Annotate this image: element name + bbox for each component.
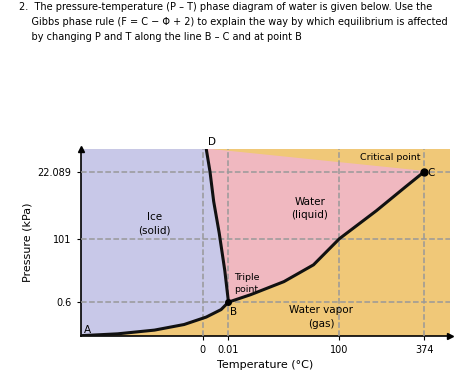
Text: Ice
(solid): Ice (solid) <box>138 212 171 235</box>
Text: 2.  The pressure-temperature (P – T) phase diagram of water is given below. Use : 2. The pressure-temperature (P – T) phas… <box>19 2 432 12</box>
Text: by changing P and T along the line B – C and at point B: by changing P and T along the line B – C… <box>19 32 302 42</box>
Text: Water
(liquid): Water (liquid) <box>292 197 328 220</box>
Text: C: C <box>427 167 434 178</box>
Text: Critical point: Critical point <box>360 153 421 162</box>
Y-axis label: Pressure (kPa): Pressure (kPa) <box>22 203 32 282</box>
Text: Gibbs phase rule (F = C − Φ + 2) to explain the way by which equilibrium is affe: Gibbs phase rule (F = C − Φ + 2) to expl… <box>19 17 447 27</box>
Text: Triple
point: Triple point <box>234 273 259 294</box>
Text: D: D <box>208 137 216 147</box>
Text: Water vapor
(gas): Water vapor (gas) <box>289 305 353 329</box>
Polygon shape <box>206 149 424 302</box>
Polygon shape <box>81 149 228 336</box>
Text: B: B <box>230 307 237 317</box>
Text: A: A <box>84 325 91 335</box>
X-axis label: Temperature (°C): Temperature (°C) <box>217 360 314 370</box>
